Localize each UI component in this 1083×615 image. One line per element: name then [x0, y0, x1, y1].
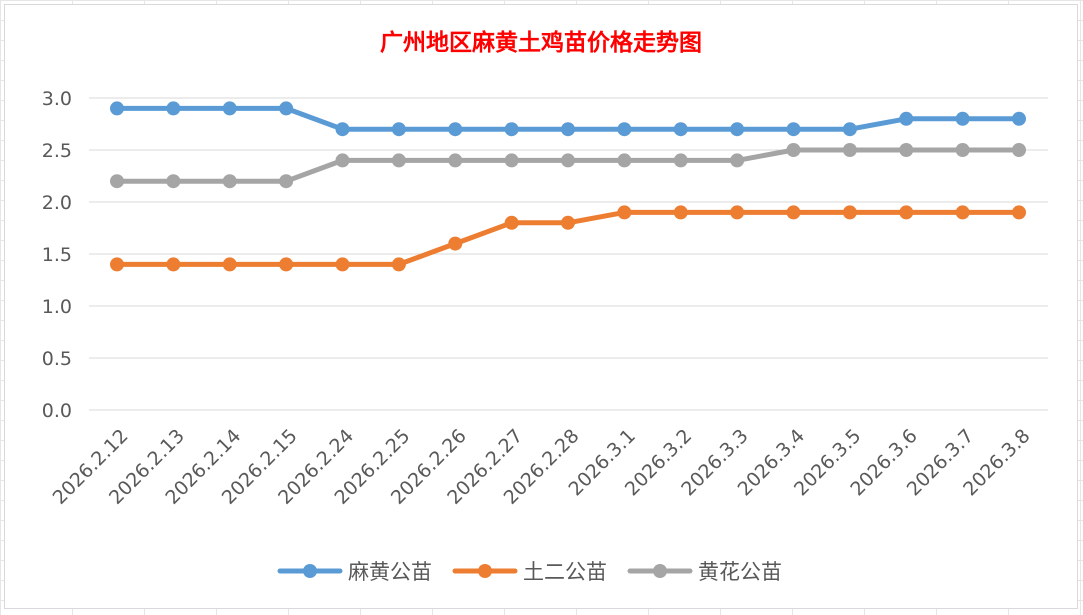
data-point [110, 257, 124, 272]
data-point [222, 101, 237, 116]
legend-item[interactable]: 土二公苗 [452, 560, 607, 584]
data-point [504, 153, 519, 168]
data-point [899, 205, 914, 220]
series-黄花公苗 [110, 143, 1026, 189]
legend-swatch-marker [478, 564, 492, 578]
data-point [617, 205, 632, 220]
y-tick-label: 2.5 [42, 140, 72, 162]
data-point [279, 174, 294, 189]
chart-title: 广州地区麻黄土鸡苗价格走势图 [380, 29, 702, 56]
data-point [786, 122, 801, 137]
y-axis-ticks: 0.0 0.5 1.0 1.5 2.0 2.5 3.0 [42, 88, 72, 422]
data-point [899, 143, 914, 157]
data-point [448, 122, 463, 137]
data-point [166, 174, 181, 189]
data-point [166, 101, 181, 116]
data-point [842, 143, 857, 157]
data-point [391, 153, 406, 168]
data-point [391, 257, 406, 272]
data-point [617, 153, 632, 168]
data-point [448, 153, 463, 168]
data-point [1012, 143, 1026, 157]
data-point [1012, 205, 1026, 220]
series-lines [110, 101, 1026, 272]
series-麻黄公苗 [110, 101, 1026, 137]
data-point [955, 143, 970, 157]
data-point [335, 122, 350, 137]
data-point [842, 205, 857, 220]
legend[interactable]: 麻黄公苗 土二公苗 黄花公苗 [277, 560, 782, 584]
data-point [955, 111, 970, 126]
legend-swatch-marker [653, 564, 667, 578]
x-axis-ticks: 2026.2.122026.2.132026.2.142026.2.152026… [49, 425, 1035, 509]
legend-label: 土二公苗 [523, 560, 607, 584]
legend-swatch-marker [303, 564, 317, 578]
legend-item[interactable]: 麻黄公苗 [277, 560, 432, 584]
data-point [673, 122, 688, 137]
data-point [448, 236, 463, 251]
data-point [786, 205, 801, 220]
data-point [955, 205, 970, 220]
data-point [335, 153, 350, 168]
data-point [673, 153, 688, 168]
series-土二公苗 [110, 205, 1026, 272]
legend-label: 麻黄公苗 [348, 560, 432, 584]
data-point [279, 101, 294, 116]
data-point [279, 257, 294, 272]
data-point [110, 101, 124, 116]
data-point [730, 122, 745, 137]
data-point [504, 215, 519, 230]
data-point [730, 153, 745, 168]
data-point [222, 174, 237, 189]
data-point [110, 174, 124, 189]
data-point [561, 153, 575, 168]
data-point [673, 205, 688, 220]
data-point [335, 257, 350, 272]
y-tick-label: 1.0 [42, 296, 72, 318]
data-point [617, 122, 632, 137]
y-tick-label: 2.0 [42, 192, 72, 214]
data-point [842, 122, 857, 137]
legend-item[interactable]: 黄花公苗 [627, 560, 782, 584]
data-point [561, 215, 575, 230]
data-point [730, 205, 745, 220]
data-point [786, 143, 801, 157]
data-point [1012, 111, 1026, 126]
data-point [899, 111, 914, 126]
y-tick-label: 0.0 [42, 400, 72, 422]
y-tick-label: 1.5 [42, 244, 72, 266]
legend-label: 黄花公苗 [698, 560, 782, 584]
data-point [166, 257, 181, 272]
y-tick-label: 0.5 [42, 348, 72, 370]
data-point [391, 122, 406, 137]
data-point [561, 122, 575, 137]
y-tick-label: 3.0 [42, 88, 72, 110]
data-point [222, 257, 237, 272]
data-point [504, 122, 519, 137]
